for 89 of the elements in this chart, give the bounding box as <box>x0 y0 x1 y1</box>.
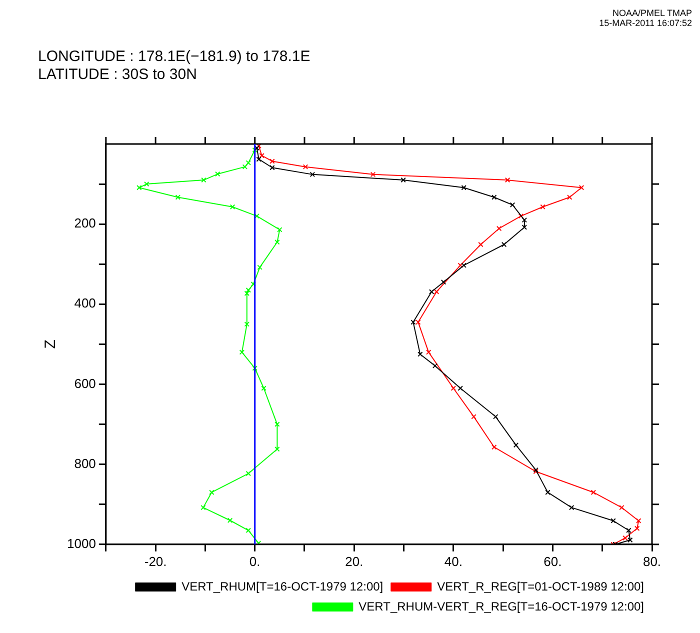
y-axis-title: Z <box>42 340 60 349</box>
point <box>492 444 497 450</box>
point <box>246 470 252 476</box>
legend-label: VERT_RHUM[T=16-OCT-1979 12:00] <box>182 579 384 594</box>
point <box>493 414 498 420</box>
point <box>252 366 258 371</box>
point <box>277 227 282 232</box>
point <box>492 194 497 200</box>
x-tick-label: 40. <box>444 554 462 569</box>
chart-title: LONGITUDE : 178.1E(−181.9) to 178.1E <box>38 48 310 66</box>
point <box>458 262 463 268</box>
point <box>619 504 624 510</box>
point <box>270 165 275 170</box>
point <box>428 289 434 294</box>
point <box>274 422 280 427</box>
point <box>230 204 236 210</box>
point <box>144 181 150 187</box>
point <box>540 204 546 210</box>
point <box>501 242 507 248</box>
point <box>201 177 206 183</box>
chart-subtitle: LATITUDE : 30S to 30N <box>38 66 197 84</box>
point <box>274 239 280 245</box>
point <box>566 194 572 200</box>
y-tick-label: 1000 <box>67 536 96 551</box>
point <box>634 526 640 532</box>
point <box>626 528 632 534</box>
y-tick-label: 200 <box>74 216 96 231</box>
point <box>175 194 181 200</box>
point <box>244 290 250 296</box>
point <box>410 320 416 325</box>
point <box>310 172 316 178</box>
text: NOAA/PMEL TMAP <box>611 8 692 18</box>
x-tick-label: 0. <box>249 554 260 569</box>
point <box>270 158 275 164</box>
x-tick-label: 80. <box>642 554 662 569</box>
y-tick-label: 400 <box>74 296 96 311</box>
point <box>636 518 642 524</box>
point <box>510 202 516 208</box>
point <box>461 185 466 190</box>
point <box>246 528 252 534</box>
point <box>400 177 406 183</box>
x-tick-label: 20. <box>345 554 364 569</box>
point <box>136 185 142 190</box>
point <box>274 446 280 452</box>
point <box>426 350 432 355</box>
point <box>628 537 633 543</box>
point <box>250 282 256 287</box>
point <box>259 152 264 158</box>
point <box>244 322 250 327</box>
point <box>256 156 262 162</box>
point <box>239 350 245 355</box>
point <box>440 280 446 285</box>
text: 15-MAR-2011 16:07:52 <box>599 18 692 28</box>
y-tick-label: 600 <box>74 376 96 391</box>
point <box>418 352 423 357</box>
point <box>590 490 596 495</box>
point <box>504 177 510 183</box>
point <box>434 289 440 294</box>
point <box>450 386 456 391</box>
point <box>518 213 524 219</box>
point <box>458 386 463 391</box>
point <box>214 171 220 177</box>
legend-label: VERT_RHUM-VERT_R_REG[T=16-OCT-1979 12:00] <box>358 599 644 614</box>
point <box>432 363 438 368</box>
point <box>246 160 252 166</box>
point <box>622 535 628 541</box>
x-tick-label: 60. <box>544 554 562 569</box>
point <box>545 490 550 495</box>
point <box>578 185 584 190</box>
point <box>496 226 502 232</box>
point <box>246 288 252 293</box>
legend-label: VERT_R_REG[T=01-OCT-1989 12:00] <box>437 579 644 594</box>
point <box>478 242 484 248</box>
point <box>227 518 233 523</box>
point <box>261 386 266 391</box>
y-tick-label: 800 <box>74 456 96 471</box>
point <box>461 262 466 268</box>
point <box>370 172 376 178</box>
point <box>302 164 308 170</box>
point <box>568 504 574 510</box>
point <box>416 320 421 325</box>
x-tick-label: -20. <box>144 554 167 569</box>
point <box>471 414 476 420</box>
point <box>209 490 214 495</box>
point <box>242 164 248 170</box>
point <box>257 264 262 270</box>
point <box>200 504 206 510</box>
point <box>513 442 519 448</box>
point <box>610 518 616 524</box>
